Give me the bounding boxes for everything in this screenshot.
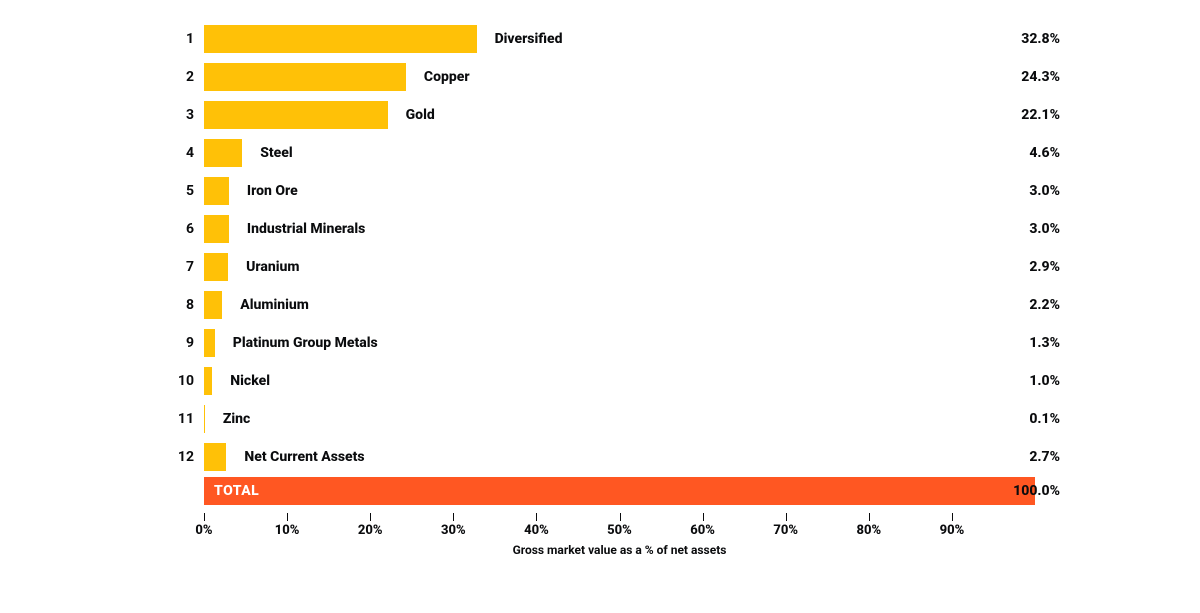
bar bbox=[204, 215, 229, 243]
bar bbox=[204, 291, 222, 319]
row-rank: 4 bbox=[160, 134, 194, 172]
x-axis-title: Gross market value as a % of net assets bbox=[204, 543, 1035, 557]
row-label: Platinum Group Metals bbox=[233, 324, 378, 362]
tick-label: 10% bbox=[275, 523, 300, 538]
tick-label: 80% bbox=[856, 523, 881, 538]
row-value: 2.7% bbox=[980, 438, 1060, 476]
bar-track bbox=[204, 63, 1035, 91]
bar bbox=[204, 443, 226, 471]
row-value: 2.2% bbox=[980, 286, 1060, 324]
tick-mark bbox=[536, 513, 537, 521]
tick-mark bbox=[204, 513, 205, 521]
bar-track bbox=[204, 291, 1035, 319]
row-rank: 7 bbox=[160, 248, 194, 286]
row-rank: 11 bbox=[160, 400, 194, 438]
total-row: TOTAL 100.0% bbox=[160, 475, 1060, 507]
tick-label: 20% bbox=[358, 523, 383, 538]
bar bbox=[204, 253, 228, 281]
row-value: 3.0% bbox=[980, 172, 1060, 210]
tick-mark bbox=[370, 513, 371, 521]
tick-label: 60% bbox=[690, 523, 715, 538]
bar-track bbox=[204, 101, 1035, 129]
chart-row: 9 Platinum Group Metals 1.3% bbox=[160, 324, 1060, 362]
bar-track bbox=[204, 177, 1035, 205]
bar-track bbox=[204, 405, 1035, 433]
row-rank: 10 bbox=[160, 362, 194, 400]
row-label: Aluminium bbox=[240, 286, 309, 324]
tick-label: 70% bbox=[773, 523, 798, 538]
total-value: 100.0% bbox=[980, 475, 1060, 507]
chart-row: 10 Nickel 1.0% bbox=[160, 362, 1060, 400]
tick-label: 30% bbox=[441, 523, 466, 538]
row-label: Diversified bbox=[495, 20, 563, 58]
tick-mark bbox=[786, 513, 787, 521]
chart-row: 6 Industrial Minerals 3.0% bbox=[160, 210, 1060, 248]
tick-mark bbox=[620, 513, 621, 521]
row-rank: 9 bbox=[160, 324, 194, 362]
bar bbox=[204, 25, 477, 53]
row-label: Gold bbox=[406, 96, 435, 134]
chart-row: 8 Aluminium 2.2% bbox=[160, 286, 1060, 324]
row-rank: 12 bbox=[160, 438, 194, 476]
row-rank: 1 bbox=[160, 20, 194, 58]
row-value: 2.9% bbox=[980, 248, 1060, 286]
total-label: TOTAL bbox=[214, 477, 259, 505]
tick-label: 0% bbox=[195, 523, 212, 538]
row-value: 0.1% bbox=[980, 400, 1060, 438]
row-label: Iron Ore bbox=[247, 172, 298, 210]
chart-row: 4 Steel 4.6% bbox=[160, 134, 1060, 172]
total-bar bbox=[204, 477, 1035, 505]
tick-label: 90% bbox=[940, 523, 965, 538]
tick-label: 50% bbox=[607, 523, 632, 538]
chart-row: 12 Net Current Assets 2.7% bbox=[160, 438, 1060, 476]
row-rank: 5 bbox=[160, 172, 194, 210]
tick-mark bbox=[287, 513, 288, 521]
row-label: Steel bbox=[260, 134, 292, 172]
viewport: 1Diversified32.8%2Copper24.3%3Gold22.1%4… bbox=[0, 0, 1200, 613]
tick-mark bbox=[703, 513, 704, 521]
row-value: 3.0% bbox=[980, 210, 1060, 248]
row-value: 1.3% bbox=[980, 324, 1060, 362]
chart-row: 2 Copper 24.3% bbox=[160, 58, 1060, 96]
tick-mark bbox=[952, 513, 953, 521]
row-rank: 6 bbox=[160, 210, 194, 248]
row-value: 22.1% bbox=[980, 96, 1060, 134]
row-label: Copper bbox=[424, 58, 470, 96]
chart-row: 7 Uranium 2.9% bbox=[160, 248, 1060, 286]
chart-row: 1 Diversified 32.8% bbox=[160, 20, 1060, 58]
bar-track bbox=[204, 139, 1035, 167]
chart-row: 11 Zinc 0.1% bbox=[160, 400, 1060, 438]
row-value: 4.6% bbox=[980, 134, 1060, 172]
bar bbox=[204, 63, 406, 91]
bar-track bbox=[204, 25, 1035, 53]
bar-track bbox=[204, 253, 1035, 281]
row-rank: 3 bbox=[160, 96, 194, 134]
x-axis: 0%10%20%30%40%50%60%70%80%90%Gross marke… bbox=[204, 513, 1035, 541]
chart-row: 3 Gold 22.1% bbox=[160, 96, 1060, 134]
bar bbox=[204, 139, 242, 167]
row-value: 32.8% bbox=[980, 20, 1060, 58]
bar bbox=[204, 329, 215, 357]
row-label: Industrial Minerals bbox=[247, 210, 365, 248]
bar bbox=[204, 177, 229, 205]
bar bbox=[204, 367, 212, 395]
bar-track bbox=[204, 367, 1035, 395]
bar bbox=[204, 405, 205, 433]
asset-allocation-chart: 1Diversified32.8%2Copper24.3%3Gold22.1%4… bbox=[160, 20, 1060, 541]
row-value: 24.3% bbox=[980, 58, 1060, 96]
row-rank: 2 bbox=[160, 58, 194, 96]
row-label: Zinc bbox=[223, 400, 250, 438]
chart-row: 5 Iron Ore 3.0% bbox=[160, 172, 1060, 210]
bar bbox=[204, 101, 388, 129]
tick-label: 40% bbox=[524, 523, 549, 538]
row-rank: 8 bbox=[160, 286, 194, 324]
row-label: Nickel bbox=[230, 362, 270, 400]
tick-mark bbox=[453, 513, 454, 521]
tick-mark bbox=[869, 513, 870, 521]
row-label: Net Current Assets bbox=[244, 438, 364, 476]
row-value: 1.0% bbox=[980, 362, 1060, 400]
row-label: Uranium bbox=[246, 248, 299, 286]
